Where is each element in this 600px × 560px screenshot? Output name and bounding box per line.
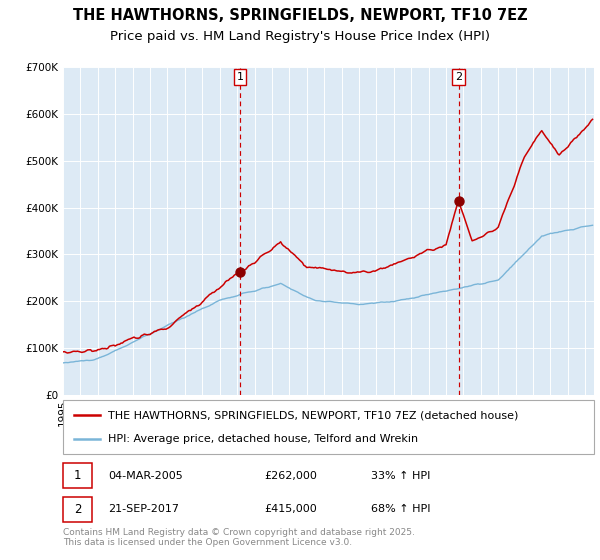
Text: HPI: Average price, detached house, Telford and Wrekin: HPI: Average price, detached house, Telf…: [108, 433, 418, 444]
Text: £262,000: £262,000: [265, 471, 317, 480]
Text: 2: 2: [74, 503, 82, 516]
Text: Contains HM Land Registry data © Crown copyright and database right 2025.
This d: Contains HM Land Registry data © Crown c…: [63, 528, 415, 547]
Text: THE HAWTHORNS, SPRINGFIELDS, NEWPORT, TF10 7EZ: THE HAWTHORNS, SPRINGFIELDS, NEWPORT, TF…: [73, 8, 527, 24]
Text: 68% ↑ HPI: 68% ↑ HPI: [371, 505, 430, 514]
Text: THE HAWTHORNS, SPRINGFIELDS, NEWPORT, TF10 7EZ (detached house): THE HAWTHORNS, SPRINGFIELDS, NEWPORT, TF…: [108, 410, 518, 421]
Text: Price paid vs. HM Land Registry's House Price Index (HPI): Price paid vs. HM Land Registry's House …: [110, 30, 490, 43]
FancyBboxPatch shape: [63, 464, 92, 488]
Text: 1: 1: [74, 469, 82, 482]
FancyBboxPatch shape: [63, 400, 594, 454]
Text: 2: 2: [455, 72, 462, 82]
Text: 1: 1: [236, 72, 244, 82]
Text: 21-SEP-2017: 21-SEP-2017: [108, 505, 179, 514]
FancyBboxPatch shape: [63, 497, 92, 522]
Text: 33% ↑ HPI: 33% ↑ HPI: [371, 471, 430, 480]
Text: 04-MAR-2005: 04-MAR-2005: [108, 471, 183, 480]
Text: £415,000: £415,000: [265, 505, 317, 514]
